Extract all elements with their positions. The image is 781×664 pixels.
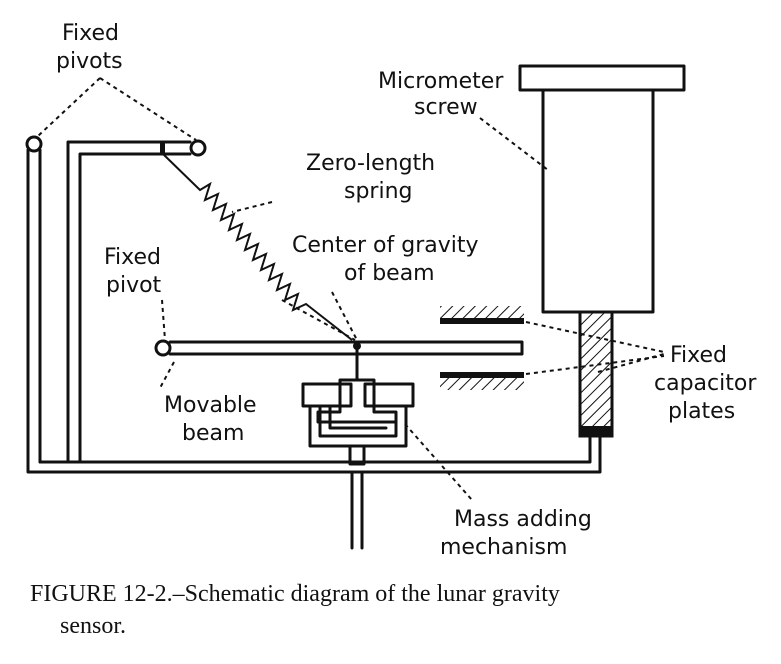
upper-arm: [66, 139, 207, 464]
upper-fixed-pivot-circle: [189, 139, 207, 157]
label-fixed-pivot-1: Fixed: [104, 245, 161, 270]
micrometer-body: [541, 88, 655, 314]
micrometer-threaded-rod: [578, 310, 614, 438]
label-capacitor-3: plates: [668, 399, 735, 424]
label-capacitor-2: capacitor: [654, 371, 757, 396]
label-capacitor-1: Fixed: [670, 343, 727, 368]
labels: Fixed pivots Micrometer screw Zero-lengt…: [56, 21, 757, 560]
beam-center-of-gravity: [353, 342, 361, 350]
upper-capacitor-plate: [440, 318, 524, 324]
label-fixed-pivots-1: Fixed: [62, 21, 119, 46]
caption-line-2: sensor.: [60, 613, 126, 639]
label-micrometer-2: screw: [414, 95, 478, 120]
label-zero-length-2: spring: [344, 179, 413, 204]
label-zero-length-1: Zero-length: [306, 151, 435, 176]
micrometer-cap: [518, 64, 686, 92]
left-fixed-pivot-circle: [25, 135, 43, 153]
right-mass: [363, 382, 415, 408]
gravity-sensor-schematic: Fixed pivots Micrometer screw Zero-lengt…: [25, 21, 757, 560]
label-movable-2: beam: [182, 421, 244, 446]
label-cog-2: of beam: [344, 261, 435, 286]
label-fixed-pivots-2: pivots: [56, 49, 123, 74]
figure-caption: FIGURE 12-2.–Schematic diagram of the lu…: [30, 578, 755, 642]
caption-line-1: FIGURE 12-2.–Schematic diagram of the lu…: [30, 581, 560, 607]
micrometer-screw: [518, 64, 686, 438]
mass-adding-mechanism: [301, 378, 415, 550]
capacitor-plates: [440, 306, 524, 390]
outer-frame: [25, 135, 602, 474]
lower-capacitor-plate: [440, 372, 524, 378]
label-mass-1: Mass adding: [454, 507, 592, 532]
zero-length-spring: [162, 153, 353, 341]
label-fixed-pivot-2: pivot: [106, 273, 162, 298]
movable-beam: [154, 339, 524, 382]
left-mass: [301, 382, 353, 408]
leader-lines: [37, 77, 665, 501]
spring-anchor: [160, 142, 165, 154]
label-micrometer-1: Micrometer: [378, 69, 504, 94]
label-movable-1: Movable: [164, 393, 257, 418]
label-mass-2: mechanism: [440, 535, 567, 560]
label-cog-1: Center of gravity: [292, 233, 479, 258]
beam-fixed-pivot-circle: [154, 339, 172, 357]
